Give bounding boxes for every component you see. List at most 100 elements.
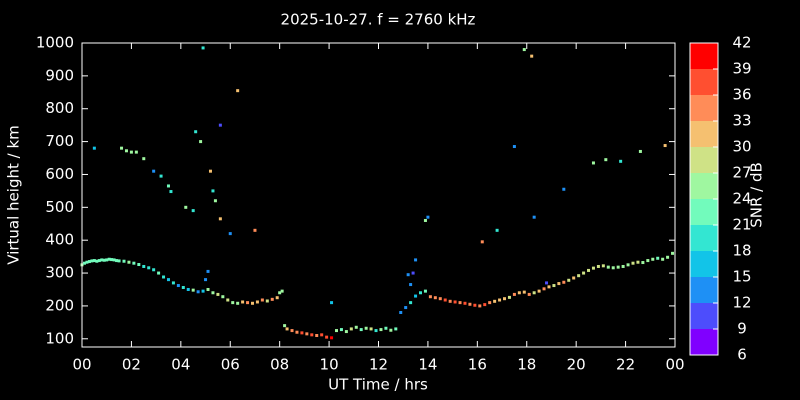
data-point <box>171 281 175 285</box>
data-point <box>152 268 156 272</box>
data-point <box>196 290 200 294</box>
data-point <box>666 255 670 259</box>
data-point <box>468 302 472 306</box>
x-tick-label: 18 <box>517 356 536 374</box>
data-point <box>663 144 667 148</box>
data-point <box>596 264 600 268</box>
x-tick-label: 14 <box>418 356 437 374</box>
data-point <box>152 169 156 173</box>
data-point <box>532 215 536 219</box>
colorbar-band <box>690 251 718 277</box>
data-point <box>82 261 86 265</box>
data-point <box>208 169 212 173</box>
data-point <box>527 292 531 296</box>
colorbar-band <box>690 69 718 95</box>
colorbar-tick-label: 12 <box>732 294 751 312</box>
data-point <box>285 327 289 331</box>
data-point <box>295 330 299 334</box>
data-point <box>218 217 222 221</box>
y-tick-label: 500 <box>45 198 74 216</box>
x-tick-label: 10 <box>320 356 339 374</box>
data-point <box>498 298 502 302</box>
data-point <box>107 257 111 261</box>
data-point <box>300 331 304 335</box>
data-point <box>305 332 309 336</box>
data-point <box>619 159 623 163</box>
colorbar-band <box>690 43 718 69</box>
data-point <box>246 301 250 305</box>
data-point <box>606 265 610 269</box>
data-point <box>532 291 536 295</box>
x-tick-label: 08 <box>270 356 289 374</box>
data-point <box>283 324 287 328</box>
data-point <box>90 259 94 263</box>
colorbar-band <box>690 95 718 121</box>
data-point <box>102 258 106 262</box>
x-tick-label: 16 <box>468 356 487 374</box>
data-point <box>213 199 217 203</box>
data-point <box>443 298 447 302</box>
data-point <box>339 328 343 332</box>
data-point <box>399 310 403 314</box>
data-point <box>478 304 482 308</box>
colorbar-label: SNR / dB <box>748 162 766 228</box>
data-point <box>359 328 363 332</box>
data-point <box>132 261 136 265</box>
data-point <box>120 146 124 150</box>
colorbar-band <box>690 303 718 329</box>
data-point <box>423 289 427 293</box>
data-point <box>134 150 138 154</box>
data-point <box>290 329 294 333</box>
y-tick-label: 600 <box>45 165 74 183</box>
data-point <box>626 263 630 267</box>
data-point <box>176 284 180 288</box>
data-point <box>616 265 620 269</box>
data-point <box>661 257 665 261</box>
data-point <box>199 140 203 144</box>
data-point <box>315 333 319 337</box>
data-point <box>411 271 415 275</box>
colorbar-tick-label: 36 <box>732 86 751 104</box>
data-point <box>562 187 566 191</box>
data-point <box>379 328 383 332</box>
colorbar-tick-label: 18 <box>732 242 751 260</box>
data-point <box>127 260 131 264</box>
colorbar-tick-label: 33 <box>732 112 751 130</box>
x-tick-label: 00 <box>665 356 684 374</box>
data-point <box>374 329 378 333</box>
data-point <box>426 215 430 219</box>
data-point <box>557 282 561 286</box>
data-point <box>310 333 314 337</box>
data-point <box>218 123 222 127</box>
data-point <box>404 306 408 310</box>
data-point <box>512 145 516 149</box>
data-point <box>191 288 195 292</box>
data-point <box>115 259 119 263</box>
data-point <box>265 299 269 303</box>
data-point <box>157 271 161 275</box>
colorbar-tick-label: 15 <box>732 268 751 286</box>
data-point <box>211 189 215 193</box>
data-point <box>253 228 257 232</box>
data-point <box>587 268 591 272</box>
data-point <box>671 251 675 255</box>
y-tick-label: 700 <box>45 132 74 150</box>
colorbar-band <box>690 277 718 303</box>
colorbar-tick-label: 24 <box>732 190 751 208</box>
data-point <box>414 258 418 262</box>
data-point <box>110 258 114 262</box>
y-tick-label: 300 <box>45 264 74 282</box>
data-point <box>95 259 99 263</box>
x-axis-label: UT Time / hrs <box>328 376 428 394</box>
x-tick-label: 04 <box>171 356 190 374</box>
data-point <box>409 283 413 287</box>
data-point <box>406 273 410 277</box>
y-tick-label: 900 <box>45 66 74 84</box>
data-point <box>448 299 452 303</box>
colorbar-tick-label: 30 <box>732 138 751 156</box>
data-point <box>646 259 650 263</box>
colorbar-tick-label: 21 <box>732 216 751 234</box>
data-point <box>147 266 151 270</box>
data-point <box>495 228 499 232</box>
data-point <box>409 301 413 305</box>
